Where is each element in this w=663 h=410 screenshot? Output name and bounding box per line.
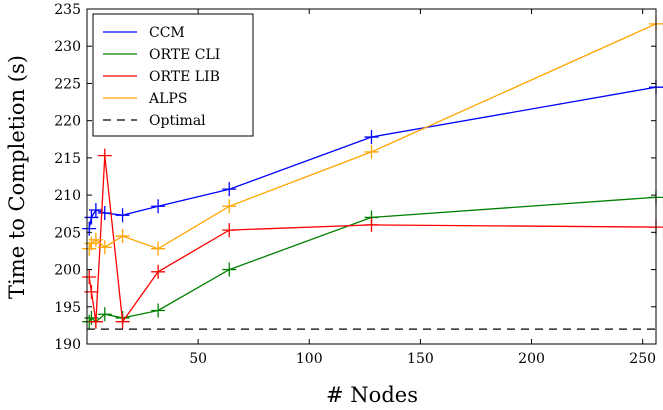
data-point-ccm — [151, 199, 166, 214]
data-point-orte-lib — [115, 314, 130, 329]
y-tick-label: 210 — [54, 188, 81, 204]
y-tick-label: 195 — [54, 300, 81, 316]
data-point-orte-lib — [222, 223, 237, 238]
x-tick-label: 200 — [518, 351, 545, 367]
data-point-alps — [151, 241, 166, 256]
axis-labels: # Nodes Time to Completion (s) — [5, 55, 418, 407]
series-orte-cli — [82, 190, 663, 329]
y-tick-label: 200 — [54, 263, 81, 279]
legend-label-alps: ALPS — [148, 91, 187, 107]
data-point-ccm — [222, 182, 237, 197]
data-point-orte-lib — [97, 148, 112, 163]
series-alps — [82, 16, 663, 256]
x-tick-label: 150 — [407, 351, 434, 367]
data-point-orte-cli — [222, 262, 237, 277]
data-point-alps — [364, 144, 379, 159]
series-layer — [82, 16, 663, 330]
legend-label-orte-lib: ORTE LIB — [149, 69, 220, 85]
x-tick-label: 50 — [189, 351, 207, 367]
y-tick-label: 205 — [54, 225, 81, 241]
x-tick-label: 100 — [296, 351, 323, 367]
x-axis-label: # Nodes — [326, 383, 418, 407]
y-tick-label: 225 — [54, 76, 81, 92]
data-point-orte-lib — [88, 314, 103, 329]
y-axis-label: Time to Completion (s) — [5, 55, 29, 299]
y-tick-label: 235 — [54, 2, 81, 18]
data-point-orte-lib — [82, 270, 97, 284]
y-tick-label: 215 — [54, 151, 81, 167]
data-point-ccm — [97, 205, 112, 220]
data-point-orte-cli — [151, 303, 166, 318]
data-point-alps — [88, 232, 103, 247]
data-point-alps — [222, 199, 237, 214]
ticks-layer: 50 100 150 200 250 190 195 200 205 210 215 220 225 23… — [54, 2, 656, 367]
legend-label-optimal: Optimal — [149, 113, 206, 129]
plot-frame — [86, 8, 657, 345]
data-point-alps — [115, 229, 130, 244]
legend-label-orte-cli: ORTE CLI — [149, 47, 220, 63]
y-tick-label: 190 — [54, 337, 81, 353]
data-point-ccm — [115, 208, 130, 223]
legend-box — [92, 13, 254, 137]
data-point-ccm — [82, 221, 97, 236]
data-point-orte-lib — [151, 264, 166, 279]
y-tick-label: 220 — [54, 114, 81, 130]
y-tick-label: 230 — [54, 39, 81, 55]
x-tick-label: 250 — [629, 351, 656, 367]
data-point-orte-cli — [97, 307, 112, 322]
legend: CCM ORTE CLI ORTE LIB ALPS Optimal — [92, 13, 254, 137]
data-point-ccm — [364, 130, 379, 145]
series-orte-lib — [82, 148, 663, 329]
data-point-ccm — [88, 203, 103, 217]
data-point-orte-lib — [364, 217, 379, 232]
data-point-alps — [97, 240, 112, 255]
series-line-orte-cli — [88, 196, 657, 323]
legend-label-ccm: CCM — [149, 25, 185, 41]
